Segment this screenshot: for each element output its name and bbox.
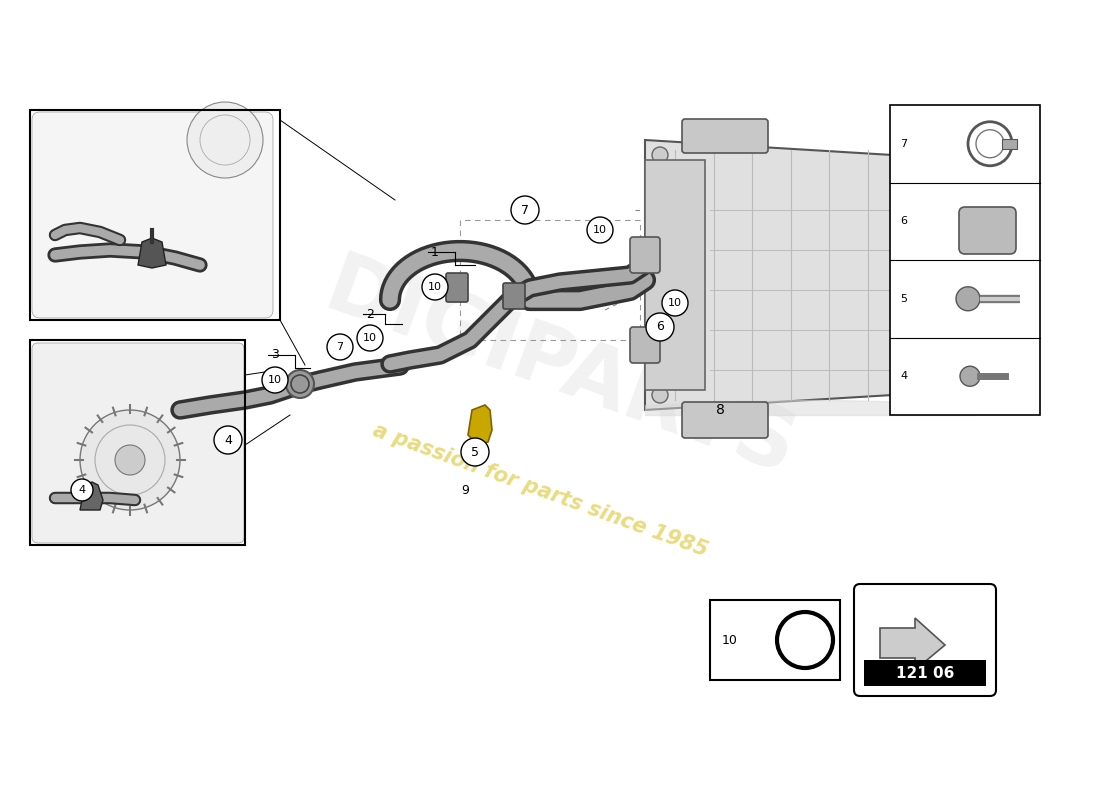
Text: 9: 9: [461, 483, 469, 497]
Circle shape: [358, 325, 383, 351]
Circle shape: [956, 286, 980, 310]
Circle shape: [286, 370, 313, 398]
Circle shape: [262, 367, 288, 393]
Text: 7: 7: [521, 203, 529, 217]
Circle shape: [960, 366, 980, 386]
FancyBboxPatch shape: [630, 327, 660, 363]
FancyBboxPatch shape: [854, 584, 996, 696]
Circle shape: [327, 334, 353, 360]
FancyBboxPatch shape: [959, 207, 1016, 254]
Bar: [864, 660, 986, 686]
FancyBboxPatch shape: [32, 343, 244, 543]
Text: 10: 10: [268, 375, 282, 385]
Polygon shape: [80, 482, 103, 510]
Circle shape: [461, 438, 490, 466]
Circle shape: [72, 479, 94, 501]
Text: 121 06: 121 06: [895, 666, 954, 681]
FancyBboxPatch shape: [503, 283, 525, 309]
Text: 3: 3: [271, 349, 279, 362]
Polygon shape: [138, 238, 166, 268]
Text: 5: 5: [471, 446, 478, 458]
FancyBboxPatch shape: [682, 402, 768, 438]
Text: DIGIPARTS: DIGIPARTS: [314, 247, 806, 493]
Circle shape: [512, 196, 539, 224]
Text: a passion for parts since 1985: a passion for parts since 1985: [370, 420, 711, 560]
Polygon shape: [468, 405, 492, 445]
Text: 4: 4: [78, 485, 86, 495]
Text: 7: 7: [900, 138, 908, 149]
Circle shape: [662, 290, 688, 316]
Text: 6: 6: [656, 321, 664, 334]
FancyBboxPatch shape: [630, 237, 660, 273]
Bar: [30, 340, 245, 545]
Circle shape: [652, 147, 668, 163]
Text: 4: 4: [224, 434, 232, 446]
Text: 10: 10: [668, 298, 682, 308]
Text: 6: 6: [900, 216, 908, 226]
Circle shape: [80, 410, 180, 510]
Circle shape: [214, 426, 242, 454]
Circle shape: [587, 217, 613, 243]
Circle shape: [116, 445, 145, 475]
Text: 10: 10: [593, 225, 607, 235]
Text: 10: 10: [428, 282, 442, 292]
Circle shape: [652, 387, 668, 403]
Bar: [30, 110, 280, 320]
Bar: [1002, 138, 1018, 149]
Circle shape: [187, 102, 263, 178]
FancyBboxPatch shape: [446, 273, 468, 302]
Text: 10: 10: [363, 333, 377, 343]
Bar: [890, 105, 1040, 415]
FancyBboxPatch shape: [32, 112, 273, 318]
Circle shape: [952, 157, 968, 173]
Bar: [710, 600, 840, 680]
Polygon shape: [880, 618, 945, 670]
Bar: [645, 160, 705, 390]
Polygon shape: [645, 140, 975, 410]
Text: 2: 2: [366, 307, 374, 321]
Circle shape: [952, 377, 968, 393]
Text: 5: 5: [900, 294, 908, 304]
Text: 7: 7: [337, 342, 343, 352]
Text: 8: 8: [716, 403, 725, 417]
Text: 1: 1: [431, 246, 439, 258]
Circle shape: [422, 274, 448, 300]
Text: 10: 10: [722, 634, 738, 646]
Circle shape: [646, 313, 674, 341]
FancyBboxPatch shape: [682, 119, 768, 153]
Text: 4: 4: [900, 371, 908, 382]
